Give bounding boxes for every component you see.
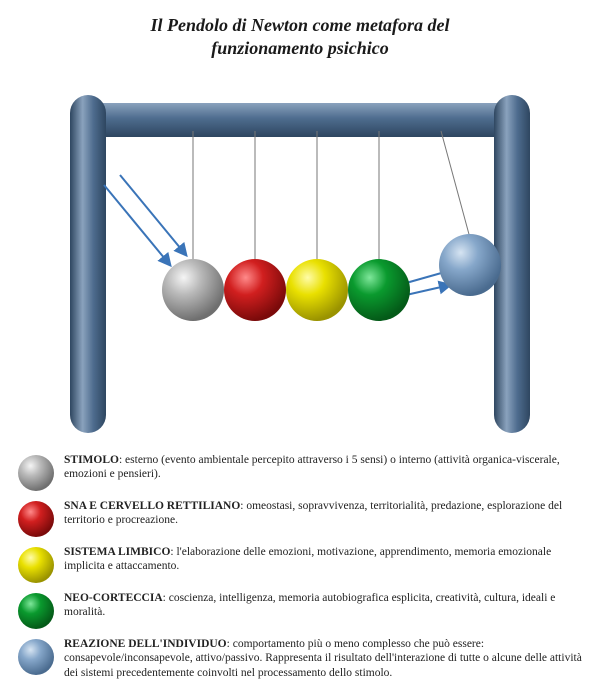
legend-row-4: REAZIONE DELL'INDIVIDUO: comportamento p… <box>18 637 582 680</box>
string-reazione <box>441 131 470 238</box>
title-line1: Il Pendolo di Newton come metafora del <box>40 14 560 37</box>
legend-text-2: SISTEMA LIMBICO: l'elaborazione delle em… <box>64 545 582 574</box>
ball-sna <box>224 259 286 321</box>
cradle-svg <box>30 65 570 445</box>
legend-rest-0: : esterno (evento ambientale percepito a… <box>64 454 560 480</box>
newton-cradle-diagram <box>30 65 570 445</box>
legend-bold-2: SISTEMA LIMBICO <box>64 546 170 558</box>
legend-ball-2 <box>18 547 54 583</box>
frame-left-post <box>70 95 106 433</box>
legend-text-1: SNA E CERVELLO RETTILIANO: omeostasi, so… <box>64 499 582 528</box>
legend-row-1: SNA E CERVELLO RETTILIANO: omeostasi, so… <box>18 499 582 537</box>
legend-row-2: SISTEMA LIMBICO: l'elaborazione delle em… <box>18 545 582 583</box>
legend-ball-0 <box>18 455 54 491</box>
ball-stimolo <box>162 259 224 321</box>
legend-ball-1 <box>18 501 54 537</box>
ball-reazione <box>439 234 501 296</box>
title-line2: funzionamento psichico <box>40 37 560 60</box>
legend-text-4: REAZIONE DELL'INDIVIDUO: comportamento p… <box>64 637 582 680</box>
frame-top-bar <box>70 103 530 137</box>
legend-row-3: NEO-CORTECCIA: coscienza, intelligenza, … <box>18 591 582 629</box>
legend-ball-4 <box>18 639 54 675</box>
legend-bold-4: REAZIONE DELL'INDIVIDUO <box>64 638 227 650</box>
page-title: Il Pendolo di Newton come metafora del f… <box>0 0 600 65</box>
legend-ball-3 <box>18 593 54 629</box>
legend-text-3: NEO-CORTECCIA: coscienza, intelligenza, … <box>64 591 582 620</box>
arrow-out-1 <box>406 285 450 295</box>
ball-limbico <box>286 259 348 321</box>
legend-text-0: STIMOLO: esterno (evento ambientale perc… <box>64 453 582 482</box>
legend-bold-1: SNA E CERVELLO RETTILIANO <box>64 500 240 512</box>
legend-bold-3: NEO-CORTECCIA <box>64 592 163 604</box>
legend-bold-0: STIMOLO <box>64 454 119 466</box>
ball-neocort <box>348 259 410 321</box>
legend-row-0: STIMOLO: esterno (evento ambientale perc… <box>18 453 582 491</box>
legend: STIMOLO: esterno (evento ambientale perc… <box>0 445 600 698</box>
